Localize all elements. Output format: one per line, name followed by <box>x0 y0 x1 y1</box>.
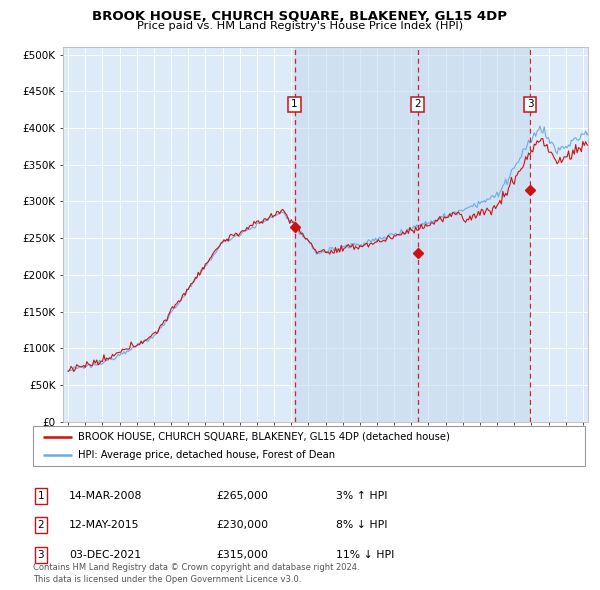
Text: BROOK HOUSE, CHURCH SQUARE, BLAKENEY, GL15 4DP (detached house): BROOK HOUSE, CHURCH SQUARE, BLAKENEY, GL… <box>78 432 450 442</box>
Text: HPI: Average price, detached house, Forest of Dean: HPI: Average price, detached house, Fore… <box>78 450 335 460</box>
Text: 03-DEC-2021: 03-DEC-2021 <box>69 550 141 559</box>
Text: 1: 1 <box>292 100 298 110</box>
Text: 12-MAY-2015: 12-MAY-2015 <box>69 520 139 530</box>
Text: 11% ↓ HPI: 11% ↓ HPI <box>336 550 394 559</box>
Text: 3% ↑ HPI: 3% ↑ HPI <box>336 491 388 500</box>
Text: 14-MAR-2008: 14-MAR-2008 <box>69 491 142 500</box>
Text: BROOK HOUSE, CHURCH SQUARE, BLAKENEY, GL15 4DP: BROOK HOUSE, CHURCH SQUARE, BLAKENEY, GL… <box>92 10 508 23</box>
Bar <box>295 47 530 422</box>
Text: 3: 3 <box>37 550 44 559</box>
Text: Contains HM Land Registry data © Crown copyright and database right 2024.
This d: Contains HM Land Registry data © Crown c… <box>33 563 359 584</box>
Text: £315,000: £315,000 <box>216 550 268 559</box>
Text: 2: 2 <box>415 100 421 110</box>
Text: 3: 3 <box>527 100 533 110</box>
Text: 2: 2 <box>37 520 44 530</box>
Text: £230,000: £230,000 <box>216 520 268 530</box>
Text: £265,000: £265,000 <box>216 491 268 500</box>
FancyBboxPatch shape <box>33 426 585 466</box>
Text: 8% ↓ HPI: 8% ↓ HPI <box>336 520 388 530</box>
Text: Price paid vs. HM Land Registry's House Price Index (HPI): Price paid vs. HM Land Registry's House … <box>137 21 463 31</box>
Text: 1: 1 <box>37 491 44 500</box>
